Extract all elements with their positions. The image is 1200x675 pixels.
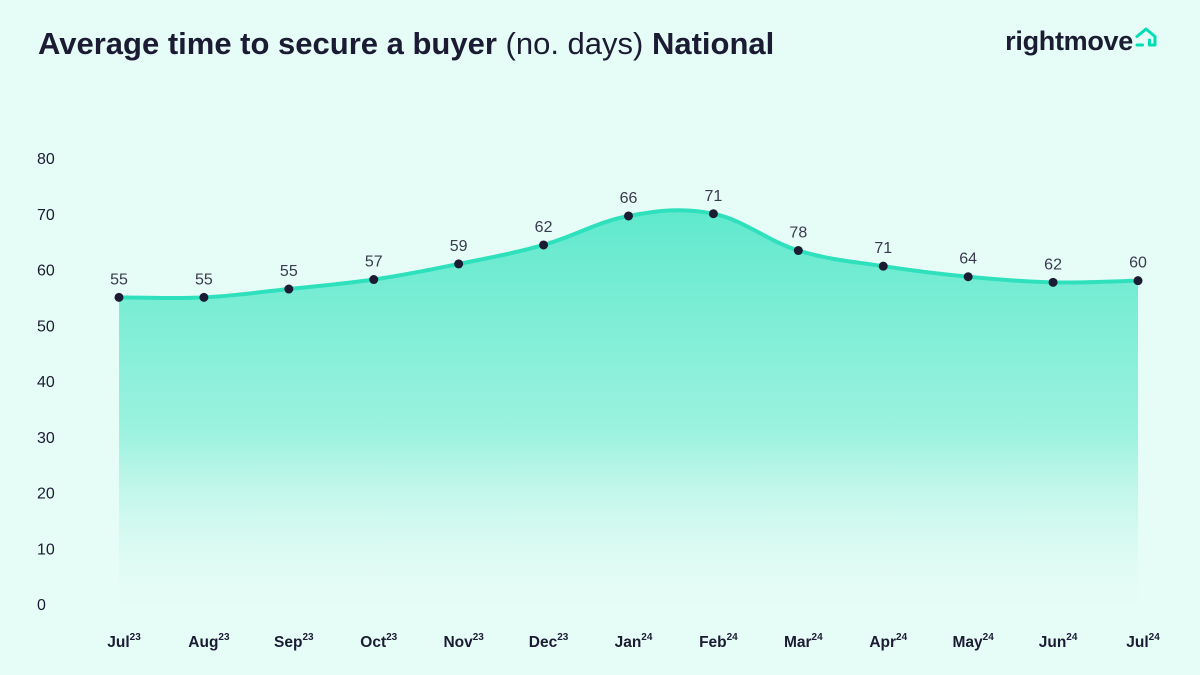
data-label: 55 bbox=[110, 271, 128, 288]
x-tick-label: Sep23 bbox=[274, 632, 314, 651]
title-unit: (no. days) bbox=[505, 26, 644, 61]
chart-title: Average time to secure a buyer (no. days… bbox=[38, 24, 774, 64]
title-region: National bbox=[651, 26, 775, 61]
data-point bbox=[454, 259, 464, 269]
y-tick-label: 20 bbox=[37, 486, 55, 503]
y-tick-label: 10 bbox=[37, 541, 55, 558]
data-point bbox=[199, 292, 209, 302]
data-point bbox=[369, 275, 379, 285]
data-point bbox=[878, 261, 888, 271]
data-point bbox=[963, 272, 973, 282]
y-tick-label: 0 bbox=[37, 597, 46, 614]
y-tick-label: 30 bbox=[37, 430, 55, 447]
x-tick-label: Dec23 bbox=[529, 632, 569, 651]
data-point bbox=[539, 240, 549, 250]
data-label: 55 bbox=[280, 263, 298, 280]
y-tick-label: 80 bbox=[37, 151, 55, 168]
data-label: 62 bbox=[535, 219, 553, 236]
x-tick-label: Jun24 bbox=[1039, 632, 1078, 651]
data-point bbox=[708, 209, 718, 219]
area-fill bbox=[119, 210, 1138, 614]
title-main: Average time to secure a buyer bbox=[38, 26, 497, 61]
data-point bbox=[1048, 277, 1058, 287]
data-label: 71 bbox=[874, 240, 892, 257]
data-label: 55 bbox=[195, 271, 213, 288]
x-tick-label: Jul23 bbox=[107, 632, 141, 651]
data-label: 62 bbox=[1044, 256, 1062, 273]
data-label: 64 bbox=[959, 251, 977, 268]
data-label: 78 bbox=[789, 225, 807, 242]
x-tick-label: Oct23 bbox=[360, 632, 397, 651]
data-label: 71 bbox=[705, 188, 723, 205]
y-tick-label: 70 bbox=[37, 207, 55, 224]
y-tick-label: 60 bbox=[37, 263, 55, 280]
x-tick-label: May24 bbox=[953, 632, 995, 651]
x-tick-label: Aug23 bbox=[188, 632, 230, 651]
y-tick-label: 50 bbox=[37, 318, 55, 335]
house-outline-icon bbox=[1134, 26, 1158, 53]
rightmove-logo: rightmove bbox=[1005, 26, 1158, 57]
x-tick-label: Mar24 bbox=[784, 632, 823, 651]
data-point bbox=[284, 284, 294, 294]
data-label: 66 bbox=[620, 190, 638, 207]
x-tick-label: Feb24 bbox=[699, 632, 738, 651]
y-tick-label: 40 bbox=[37, 374, 55, 391]
data-point bbox=[624, 211, 633, 221]
data-point bbox=[1133, 276, 1143, 286]
data-point bbox=[114, 292, 124, 302]
logo-text: rightmove bbox=[1005, 26, 1133, 56]
data-label: 60 bbox=[1129, 255, 1147, 272]
x-tick-label: Apr24 bbox=[869, 632, 907, 651]
x-tick-label: Jan24 bbox=[615, 632, 653, 651]
data-label: 57 bbox=[365, 254, 383, 271]
data-point bbox=[793, 246, 803, 256]
x-tick-label: Nov23 bbox=[443, 632, 484, 651]
x-tick-label: Jul24 bbox=[1126, 632, 1160, 651]
data-label: 59 bbox=[450, 238, 468, 255]
